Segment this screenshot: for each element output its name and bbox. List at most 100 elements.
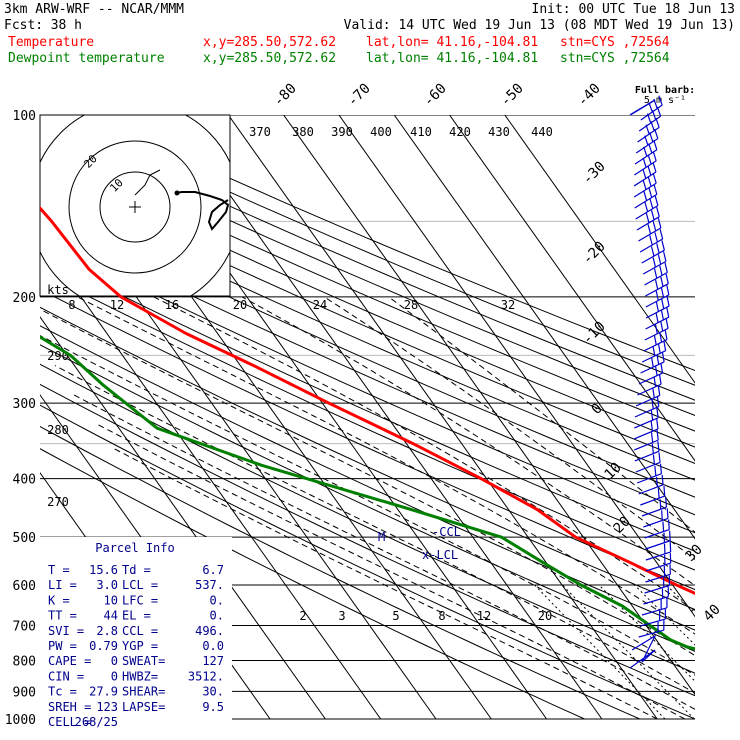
wind-barb xyxy=(645,294,670,308)
moist-adiabat xyxy=(77,296,695,635)
wind-barb xyxy=(644,529,670,539)
mixing-ratio-label: 3 xyxy=(338,609,345,623)
wind-barb-flag xyxy=(642,157,647,168)
moist-adiabat xyxy=(72,393,695,710)
dry-adiabat xyxy=(40,344,695,652)
moist-adiabat xyxy=(153,296,695,612)
wind-barb xyxy=(640,104,663,121)
wind-barb-flag xyxy=(649,235,653,246)
wind-barb-flag xyxy=(655,312,659,323)
parcel-field: 9.5 xyxy=(202,700,224,714)
isotherm xyxy=(338,115,695,618)
moist-adiabat xyxy=(388,296,695,533)
isotherm-label: -40 xyxy=(575,81,604,110)
temperature-profile xyxy=(40,205,695,596)
isotherm xyxy=(393,115,695,540)
wind-barb xyxy=(640,618,666,627)
wind-barb-flag xyxy=(663,251,667,262)
dry-adiabat xyxy=(40,145,695,432)
wind-barb xyxy=(636,473,662,484)
parcel-field: SVI = xyxy=(48,624,84,638)
wind-barb-flag xyxy=(665,318,669,329)
wind-barb xyxy=(640,495,665,506)
parcel-field: 3512. xyxy=(188,669,224,683)
hodograph-start xyxy=(174,190,180,196)
wind-barb-flag xyxy=(656,407,659,418)
wind-barb xyxy=(634,406,660,418)
wind-barb-flag xyxy=(668,519,670,530)
wind-barb-flag xyxy=(644,201,649,212)
wind-barb-flag xyxy=(660,276,664,287)
parcel-panel-bg xyxy=(40,537,232,729)
valid-time: Valid: 14 UTC Wed 19 Jun 13 (08 MDT Wed … xyxy=(344,18,735,33)
dry-adiabat xyxy=(40,271,695,571)
wind-barb-flag xyxy=(656,418,659,430)
dry-adiabat xyxy=(40,448,585,720)
wind-barb-surface xyxy=(629,634,657,669)
wind-barb-flag xyxy=(657,343,661,354)
pressure-tick-label: 700 xyxy=(13,619,36,634)
wind-barb-flag xyxy=(654,279,659,290)
wind-barb-flag xyxy=(661,240,665,251)
wind-barb-flag xyxy=(653,376,657,387)
wind-barb-flag xyxy=(650,246,655,257)
wind-barb-flag xyxy=(648,102,653,113)
mixing-ratio-label: 8 xyxy=(438,609,445,623)
parcel-field: SHEAR= xyxy=(122,685,165,699)
isotherm-label: 10 xyxy=(602,460,625,483)
parcel-field: SWEAT= xyxy=(122,654,165,668)
wind-barb xyxy=(641,350,666,363)
isotherm xyxy=(449,115,695,462)
wind-barb xyxy=(645,316,670,330)
dry-adiabat xyxy=(40,425,641,720)
wind-barb-flag xyxy=(658,452,661,463)
mixing-ratio-line xyxy=(598,584,695,682)
hodograph-ring xyxy=(68,140,202,274)
wind-barb-flag xyxy=(644,135,649,146)
level-annotations: M -CCL x-LCL xyxy=(378,525,461,562)
wind-barb xyxy=(643,517,669,528)
wind-barb-flag xyxy=(655,290,659,301)
wind-barb-flag xyxy=(652,162,657,173)
dry-adiabat xyxy=(40,160,695,448)
sounding-series xyxy=(40,205,695,651)
wind-barb xyxy=(635,461,661,473)
wind-barb-flag xyxy=(652,221,657,232)
barb-key-value: 5 m s⁻¹ xyxy=(644,95,686,106)
parcel-field: 0 xyxy=(111,669,118,683)
wind-barb-flag xyxy=(649,132,654,143)
parcel-field: 27.9 xyxy=(89,685,118,699)
isotherm xyxy=(504,115,695,384)
wind-barb-flag xyxy=(658,374,662,385)
theta-label: 280 xyxy=(47,423,69,437)
hodo-speed-label: 20 xyxy=(233,298,247,312)
barb-key-label: Full barb: xyxy=(635,85,695,96)
wind-barb xyxy=(638,227,662,242)
level-annotation: -CCL xyxy=(432,525,461,539)
pressure-tick-label: 400 xyxy=(13,473,36,488)
temperature-legend: Temperature xyxy=(8,35,94,50)
parcel-field: 6.7 xyxy=(202,563,224,577)
wind-barb-flag xyxy=(655,301,659,312)
parcel-field: CCL = xyxy=(122,624,158,638)
wind-barb xyxy=(638,629,664,638)
level-annotation: x-LCL xyxy=(422,548,458,562)
dry-adiabat xyxy=(40,174,695,464)
wind-barb-flag xyxy=(652,345,656,357)
dry-adiabat xyxy=(40,131,695,417)
parcel-field: 30. xyxy=(202,685,224,699)
parcel-field: 44 xyxy=(104,609,118,623)
mixing-ratio-line xyxy=(534,584,666,720)
wind-barb-flag xyxy=(660,287,665,298)
wind-barb-flag xyxy=(655,476,659,488)
wind-barb-flag xyxy=(666,508,669,519)
wind-barb-flag xyxy=(659,229,664,240)
moist-adiabat xyxy=(40,308,695,657)
dry-adiabat xyxy=(40,306,695,611)
parcel-field: Td = xyxy=(122,563,151,577)
mixing-ratio-label: 12 xyxy=(477,609,491,623)
wind-barb-flag xyxy=(664,329,668,340)
isotherm-label: -60 xyxy=(421,81,450,110)
wind-barb xyxy=(645,573,671,583)
